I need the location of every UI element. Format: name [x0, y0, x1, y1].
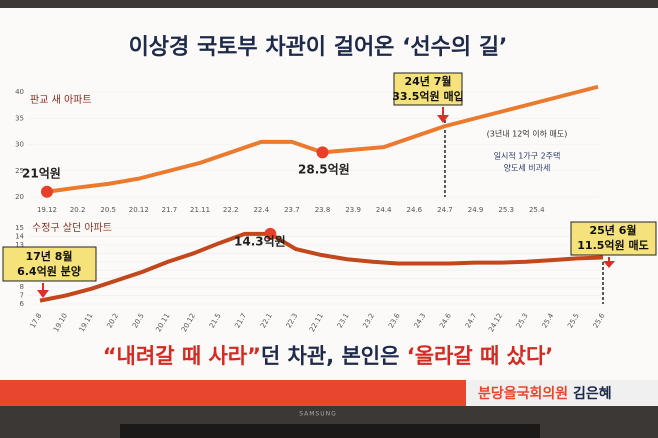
annotation: 양도세 비과세 — [504, 164, 551, 173]
callout-box — [393, 72, 463, 106]
annotation: 24년 7월 — [404, 74, 451, 88]
x-tick-label: 24.7 — [437, 206, 453, 214]
x-tick-label: 23.8 — [315, 206, 331, 214]
x-tick-label: 22.2 — [223, 206, 239, 214]
caption-quote: “내려갈 때 사라” — [103, 344, 261, 368]
x-tick-label: 21.11 — [190, 206, 210, 214]
caption-middle: 던 차관, 본인은 — [261, 344, 407, 368]
x-tick-label: 24.6 — [407, 206, 423, 214]
tv-stand — [120, 424, 540, 438]
y-tick-label: 20 — [15, 193, 24, 201]
y-tick-label: 15 — [15, 224, 24, 232]
callout-box — [570, 221, 657, 256]
arrow — [37, 283, 49, 298]
annotations: 21억원 28.5억원 24년 7월 33.5억원 매입 (3년내 12억 이하… — [2, 72, 657, 298]
x-tick-label: 25.4 — [529, 206, 545, 214]
annotation: (3년내 12억 이하 매도) — [487, 129, 568, 139]
screen — [0, 8, 658, 380]
y-tick-label: 35 — [15, 114, 24, 122]
y-tick-label: 8 — [20, 283, 24, 291]
annotation: 일시적 1가구 2주택 — [494, 151, 561, 161]
y-tick-label: 14 — [15, 232, 24, 240]
chart-title: 판교 새 아파트 — [30, 94, 92, 106]
brand-logo: SAMSUNG — [299, 411, 337, 418]
y-tick-label: 30 — [15, 141, 24, 149]
y-tick-label: 40 — [15, 88, 24, 96]
x-tick-label: 25.3 — [498, 206, 514, 214]
x-tick-label: 24.9 — [468, 206, 484, 214]
headline: 이상경 국토부 차관이 걸어온 ‘선수의 길’ — [129, 35, 508, 60]
annotation: 33.5억원 매입 — [392, 89, 463, 103]
x-tick-label: 23.9 — [345, 206, 361, 214]
x-tick-label: 23.7 — [284, 206, 300, 214]
arrow — [437, 107, 449, 123]
caption: “내려갈 때 사라”던 차관, 본인은 ‘올라갈 때 샀다’ — [103, 344, 554, 368]
x-tick-label: 20.5 — [100, 206, 116, 214]
data-dot — [264, 227, 277, 240]
annotation: 25년 6월 — [589, 223, 636, 237]
callout-box — [2, 246, 97, 282]
annotation: 11.5억원 매도 — [577, 238, 648, 252]
annotation: 6.4억원 분양 — [17, 264, 81, 278]
footer-label — [466, 380, 658, 406]
y-tick-label: 25 — [15, 167, 24, 175]
x-tick-label: 20.2 — [70, 206, 86, 214]
data-dot — [41, 185, 53, 198]
annotation: 28.5억원 — [298, 163, 350, 177]
footer-person: 김은혜 — [573, 385, 612, 402]
annotation: 21억원 — [22, 167, 61, 181]
footer: 분당을국회의원 김은혜 — [478, 385, 612, 402]
y-tick-label: 7 — [20, 292, 24, 300]
footer-name: 분당을국회의원 — [478, 385, 568, 402]
data-dot — [316, 146, 329, 159]
series-line — [39, 231, 604, 303]
y-tick-label: 6 — [20, 300, 25, 308]
x-tick-label: 19.12 — [37, 206, 57, 214]
caption-highlight: ‘올라갈 때 샀다’ — [407, 344, 554, 368]
annotation: 17년 8월 — [25, 249, 72, 263]
x-tick-label: 20.12 — [129, 206, 149, 214]
arrow — [603, 257, 615, 268]
x-tick-label: 22.4 — [253, 206, 269, 214]
x-tick-label: 21.7 — [162, 206, 178, 214]
x-tick-label: 24.4 — [376, 206, 392, 214]
annotation: 14.3억원 — [234, 235, 286, 249]
y-tick-label: 13 — [15, 241, 24, 249]
